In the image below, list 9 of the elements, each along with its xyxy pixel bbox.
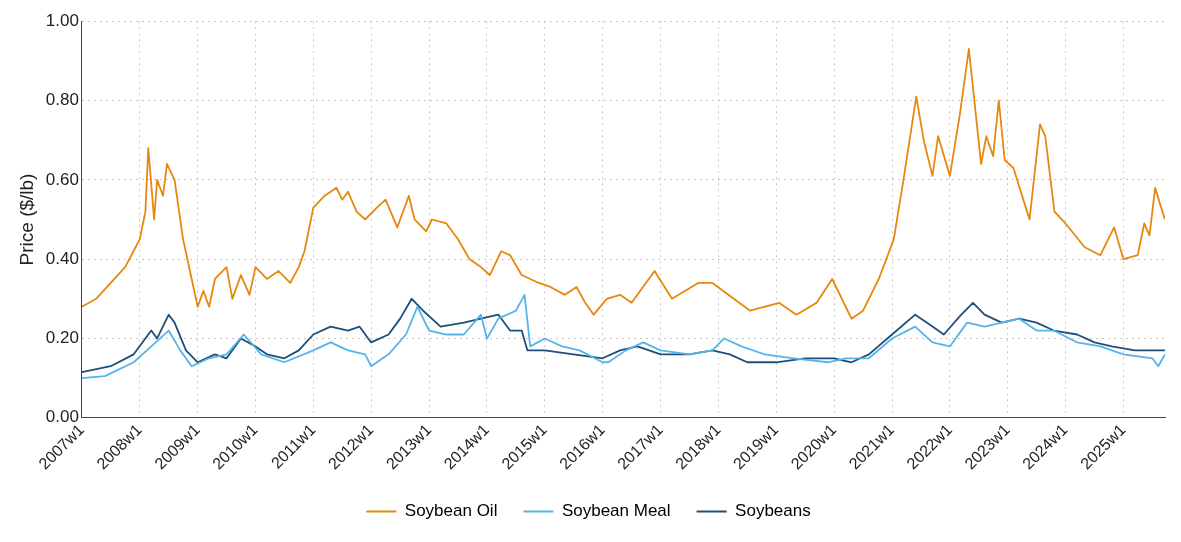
legend-label: Soybeans [735, 501, 811, 521]
y-tick-label: 0.80 [45, 90, 79, 110]
y-axis-title: Price ($/lb) [15, 173, 37, 266]
y-tick-label: 0.40 [45, 248, 79, 268]
y-tick-label: 1.00 [45, 10, 79, 30]
legend-label: Soybean Meal [561, 501, 671, 521]
y-tick-label: 0.20 [45, 328, 79, 348]
legend-label: Soybean Oil [404, 501, 498, 521]
y-tick-label: 0.60 [45, 169, 79, 189]
